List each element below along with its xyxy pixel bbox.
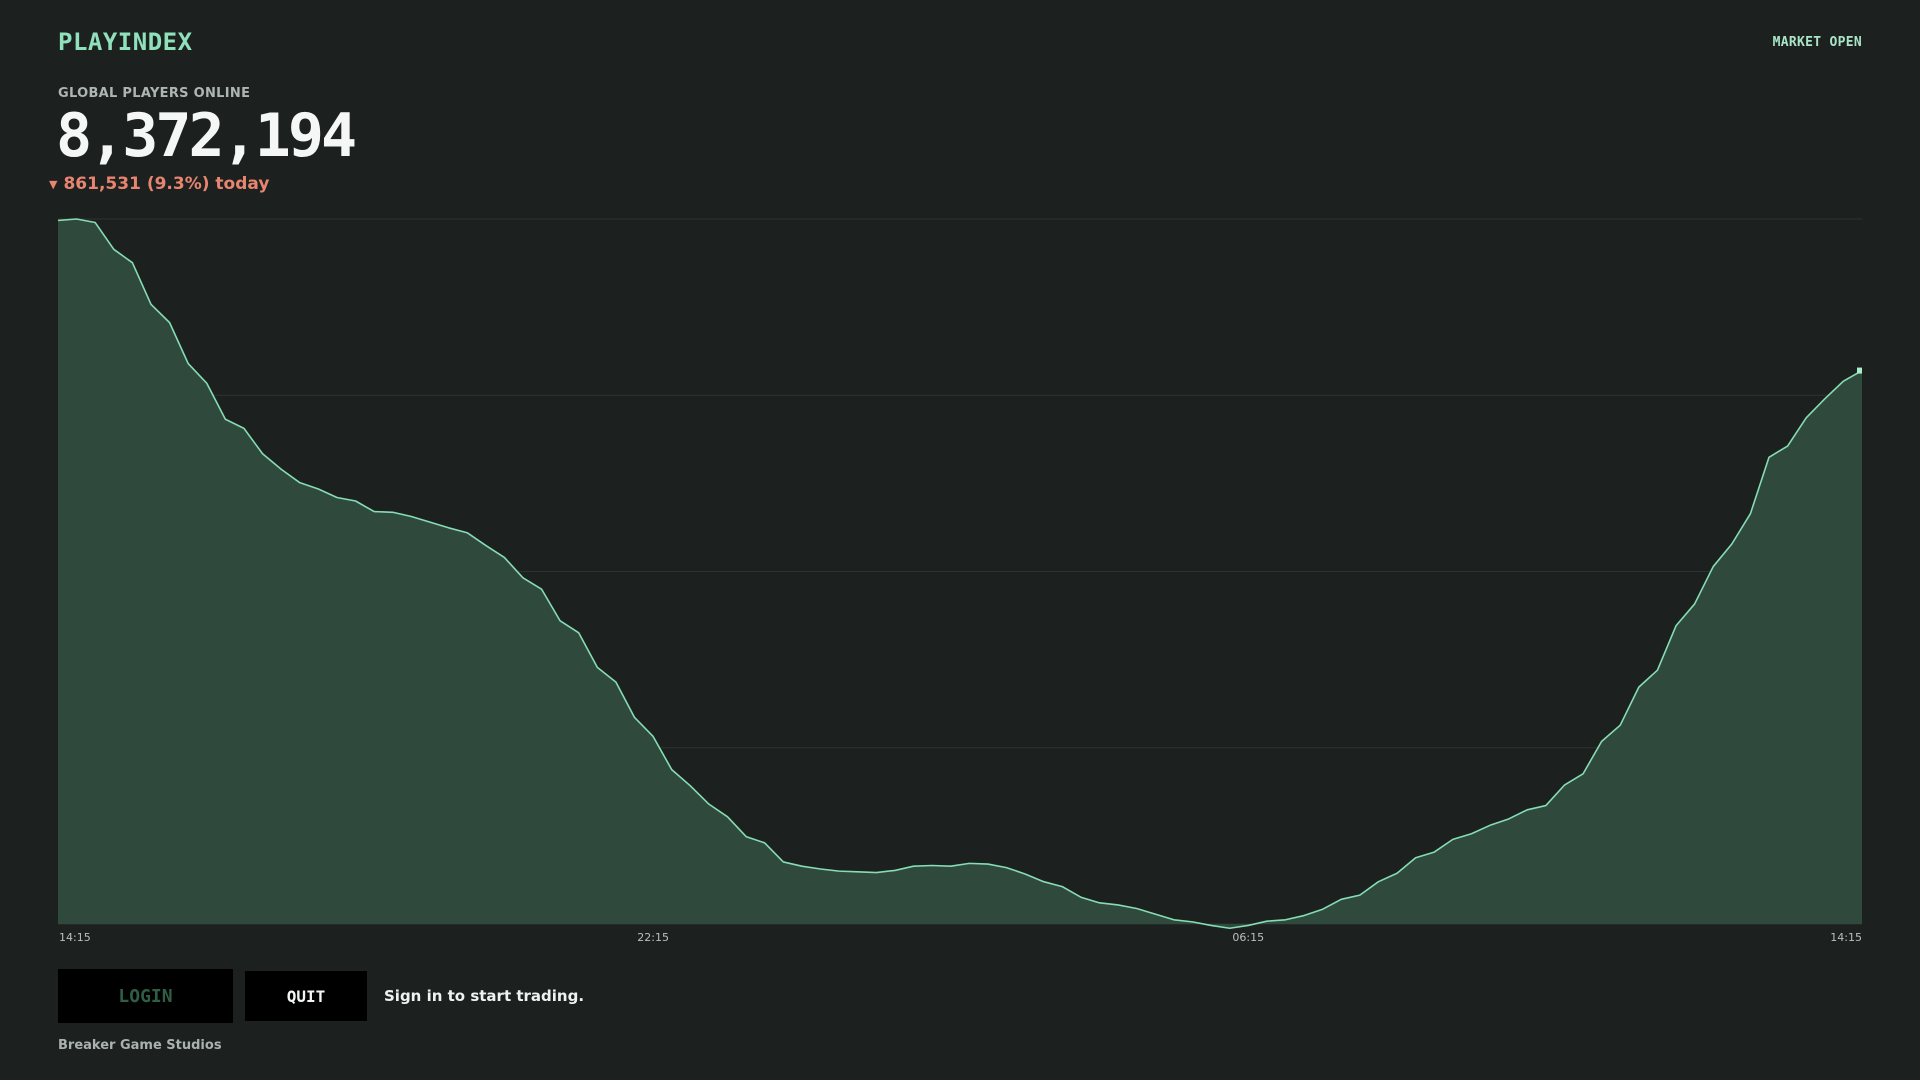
x-tick-label: 06:15 (1232, 931, 1264, 944)
x-tick-label: 14:15 (59, 931, 91, 944)
daily-change-text: 861,531 (9.3%) today (63, 174, 270, 194)
x-tick-label: 22:15 (637, 931, 669, 944)
sign-in-hint: Sign in to start trading. (384, 987, 585, 1005)
last-point-marker (1857, 367, 1862, 374)
area-fill (58, 219, 1862, 929)
series-line (58, 218, 1862, 930)
market-status-badge: MARKET OPEN (1772, 35, 1862, 50)
brand-logo: PLAYINDEX (58, 28, 193, 56)
metric-label: GLOBAL PLAYERS ONLINE (58, 86, 251, 101)
triangle-down-icon: ▼ (49, 177, 58, 191)
quit-button[interactable]: QUIT (245, 971, 367, 1021)
x-tick-label: 14:15 (1830, 931, 1862, 944)
players-chart: 14:15 22:15 06:15 14:15 (58, 218, 1862, 948)
daily-change: ▼ 861,531 (9.3%) today (49, 174, 269, 194)
player-count-value: 8,372,194 (56, 101, 357, 171)
chart-canvas: 14:15 22:15 06:15 14:15 (58, 218, 1862, 944)
studio-credit: Breaker Game Studios (58, 1038, 222, 1053)
login-button[interactable]: LOGIN (58, 969, 233, 1023)
action-bar: LOGIN QUIT Sign in to start trading. (58, 969, 584, 1023)
